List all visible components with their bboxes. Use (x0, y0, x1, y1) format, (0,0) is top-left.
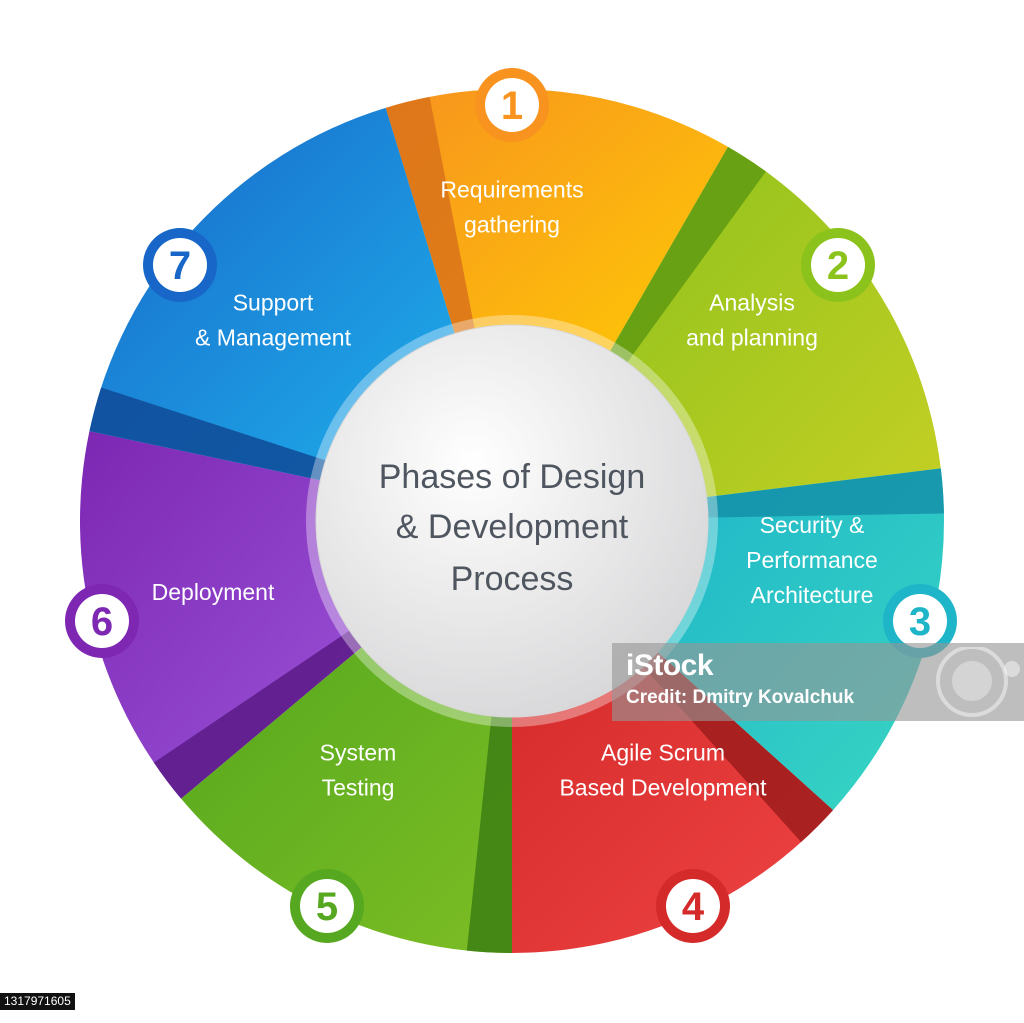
phase-6-badge-number: 6 (91, 600, 113, 644)
center-title-line-3: Process (451, 560, 574, 598)
center-disc: Phases of Design & Development Process (306, 315, 718, 727)
phase-2-label-line-2: and planning (686, 325, 818, 351)
phase-3-badge-number: 3 (909, 600, 931, 644)
phase-1-badge-disc (485, 78, 539, 132)
phase-6-badge-disc (75, 594, 129, 648)
phase-segments (79, 88, 944, 953)
phase-segment-1 (385, 88, 728, 374)
phase-3-badge-disc (893, 594, 947, 648)
phase-3-label-line-1: Security & (760, 512, 865, 538)
phase-7-badge-number: 7 (169, 244, 191, 288)
phase-labels: Requirements gathering Analysis and plannin… (152, 177, 878, 801)
phase-4-label-line-2: Based Development (559, 775, 767, 801)
phase-1-badge-number: 1 (501, 84, 523, 128)
phase-segment-5 (181, 630, 513, 953)
phase-segment-shade-7 (89, 387, 338, 483)
phase-5-badge-number: 5 (316, 885, 338, 929)
phase-2-badge-number: 2 (827, 244, 849, 288)
phase-7-label-line-2: & Management (195, 325, 352, 351)
phase-5-label-line-2: Testing (322, 775, 395, 801)
phase-segment-shade-6 (153, 623, 372, 799)
phase-segment-shade-1 (385, 96, 477, 346)
phase-1-label-line-1: Requirements (440, 177, 583, 203)
phase-segment-3 (638, 468, 944, 811)
phase-3-label-line-3: Architecture (751, 582, 874, 608)
watermark-logo: iStock (626, 649, 714, 682)
phase-5-badge-disc (300, 879, 354, 933)
phase-segment-shade-2 (604, 146, 766, 373)
watermark-circles-graphic (936, 647, 1020, 717)
phase-6-label-line-1: Deployment (152, 579, 275, 605)
watermark-credit: Credit: Dmitry Kovalchuk (626, 687, 855, 708)
phase-3-label-line-2: Performance (746, 547, 878, 573)
center-title-line-1: Phases of Design (379, 458, 646, 496)
phase-segment-shade-5 (466, 703, 512, 953)
center-title-line-2: & Development (396, 508, 629, 546)
istock-watermark: iStock Credit: Dmitry Kovalchuk (612, 643, 1024, 721)
phase-7-label-line-1: Support (233, 290, 314, 316)
phase-4-label-line-1: Agile Scrum (601, 740, 725, 766)
stock-image-id: 1317971605 (0, 993, 75, 1010)
phase-number-badges: 1 2 3 4 5 6 7 (65, 68, 957, 943)
phase-4-badge-number: 4 (682, 885, 705, 929)
phase-segment-shade-3 (694, 468, 944, 518)
phase-4-badge-disc (666, 879, 720, 933)
phase-2-badge-disc (811, 238, 865, 292)
phase-7-badge-disc (153, 238, 207, 292)
phase-1-label-line-2: gathering (464, 212, 560, 238)
phase-segment-6 (79, 431, 382, 799)
phase-5-label-line-1: System (320, 740, 397, 766)
phase-2-label-line-1: Analysis (709, 290, 795, 316)
phase-segment-4 (512, 634, 834, 953)
